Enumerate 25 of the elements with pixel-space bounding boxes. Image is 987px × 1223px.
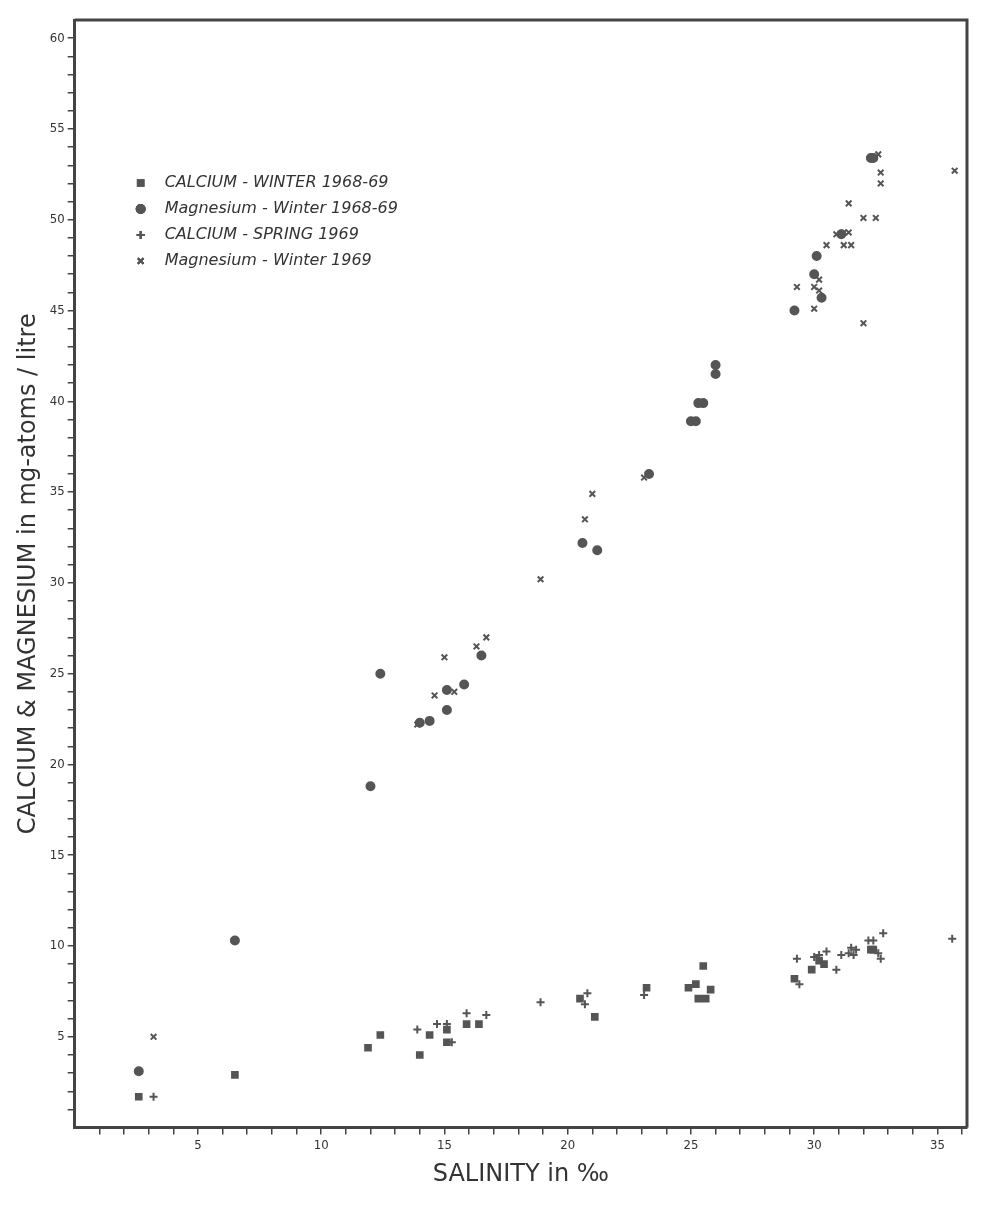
y-tick-label: 60: [49, 29, 65, 45]
y-tick-label: 30: [49, 574, 65, 590]
x-tick-label: 15: [436, 1136, 452, 1152]
legend-label: CALCIUM - SPRING 1969: [164, 224, 359, 244]
x-tick-label: 10: [313, 1136, 329, 1152]
legend-label: Magnesium - Winter 1969: [164, 250, 372, 270]
y-tick-label: 20: [49, 755, 65, 771]
y-axis-title: CALCIUM & MAGNESIUM in mg-atoms / litre: [12, 313, 41, 835]
y-tick-label: 35: [49, 483, 65, 499]
legend-label: CALCIUM - WINTER 1968-69: [164, 172, 389, 192]
y-tick-label: 50: [49, 211, 65, 227]
y-tick-label: 55: [49, 120, 65, 136]
x-tick-label: 20: [560, 1136, 576, 1152]
x-tick-label: 5: [194, 1136, 202, 1152]
y-tick-label: 40: [49, 392, 65, 408]
y-tick-label: 45: [49, 301, 65, 317]
x-tick-label: 25: [683, 1136, 699, 1152]
y-tick-label: 25: [49, 665, 65, 681]
x-axis-title: SALINITY in ‰: [432, 1158, 609, 1187]
y-tick-label: 10: [49, 937, 65, 953]
y-tick-label: 15: [49, 846, 65, 862]
x-tick-label: 30: [806, 1136, 822, 1152]
x-tick-label: 35: [929, 1136, 945, 1152]
legend-label: Magnesium - Winter 1968-69: [164, 198, 398, 218]
y-tick-label: 5: [57, 1028, 65, 1044]
